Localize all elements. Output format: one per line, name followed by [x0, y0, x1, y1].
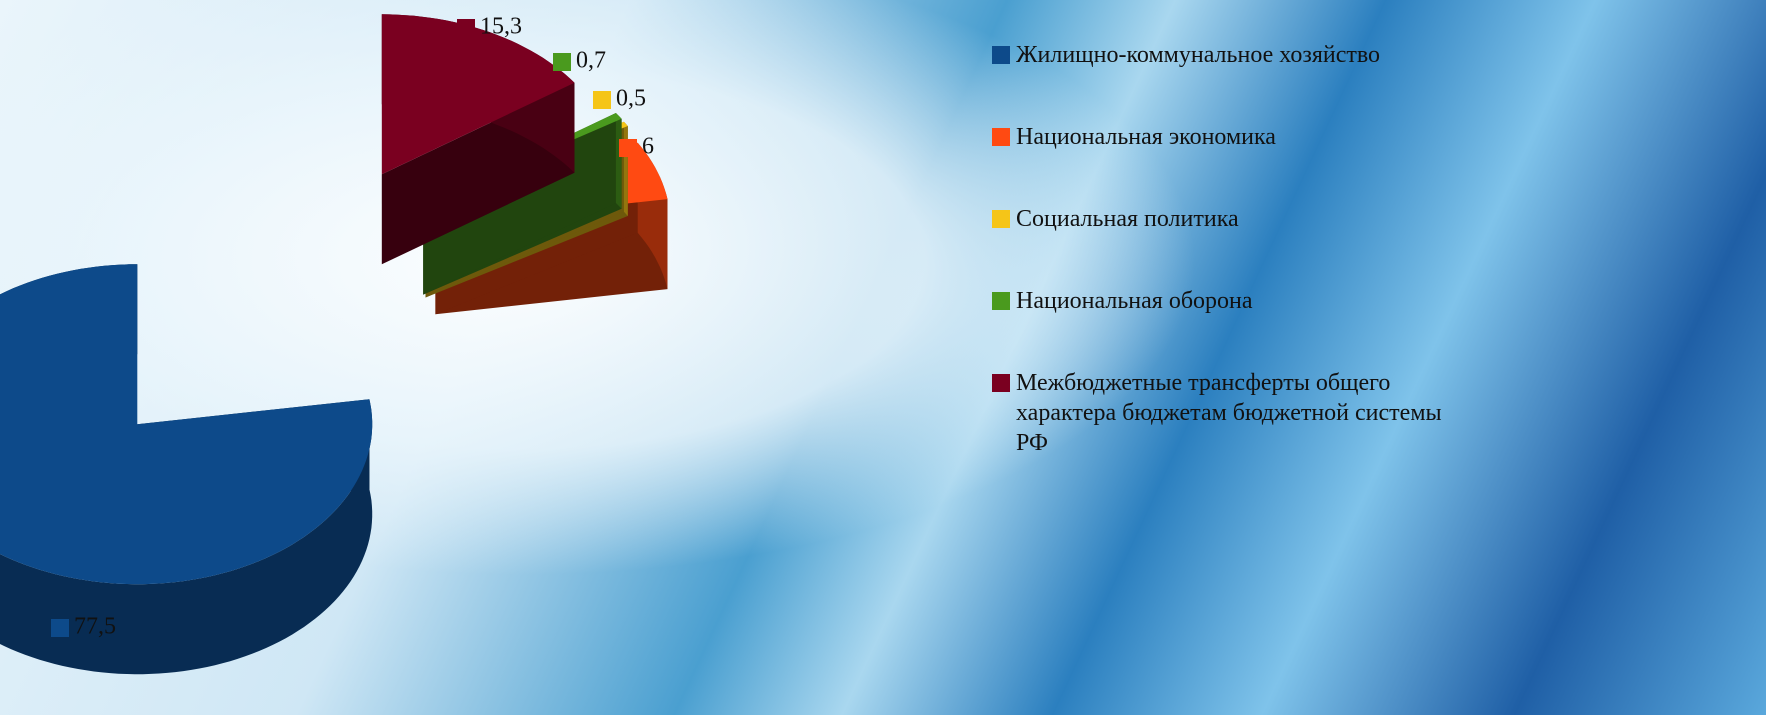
legend-item: Национальная оборона	[992, 286, 1736, 368]
data-label: 0,7	[576, 48, 606, 74]
data-label-marker	[553, 53, 571, 71]
data-label-marker	[619, 139, 637, 157]
legend-swatch	[992, 128, 1010, 146]
data-label: 6	[642, 134, 654, 160]
legend-swatch	[992, 374, 1010, 392]
legend-label: Межбюджетные трансферты общего характера…	[1016, 370, 1442, 456]
legend-item: Жилищно-коммунальное хозяйство	[992, 40, 1736, 122]
slice-top	[381, 14, 575, 175]
legend-swatch	[992, 46, 1010, 64]
data-label-marker	[51, 619, 69, 637]
data-label-marker	[457, 19, 475, 37]
legend-label: Национальная оборона	[1016, 288, 1253, 314]
slice	[0, 264, 373, 675]
data-label-marker	[593, 91, 611, 109]
legend-item: Межбюджетные трансферты общего характера…	[992, 368, 1736, 456]
legend: Жилищно-коммунальное хозяйство Национальн…	[992, 40, 1736, 456]
legend-swatch	[992, 210, 1010, 228]
legend-swatch	[992, 292, 1010, 310]
legend-label: Жилищно-коммунальное хозяйство	[1016, 42, 1381, 68]
slice-side	[615, 113, 622, 209]
legend-item: Национальная экономика	[992, 122, 1736, 204]
data-label: 0,5	[616, 86, 646, 112]
legend-item: Социальная политика	[992, 204, 1736, 286]
legend-label: Социальная политика	[1016, 206, 1239, 232]
data-label: 77,5	[74, 614, 116, 640]
slice-side	[0, 264, 373, 675]
slice-side	[623, 121, 628, 216]
pie	[0, 14, 668, 675]
slice	[381, 14, 575, 265]
slice-top	[0, 264, 373, 585]
legend-label: Национальная экономика	[1016, 124, 1276, 150]
data-label: 15,3	[480, 14, 522, 40]
